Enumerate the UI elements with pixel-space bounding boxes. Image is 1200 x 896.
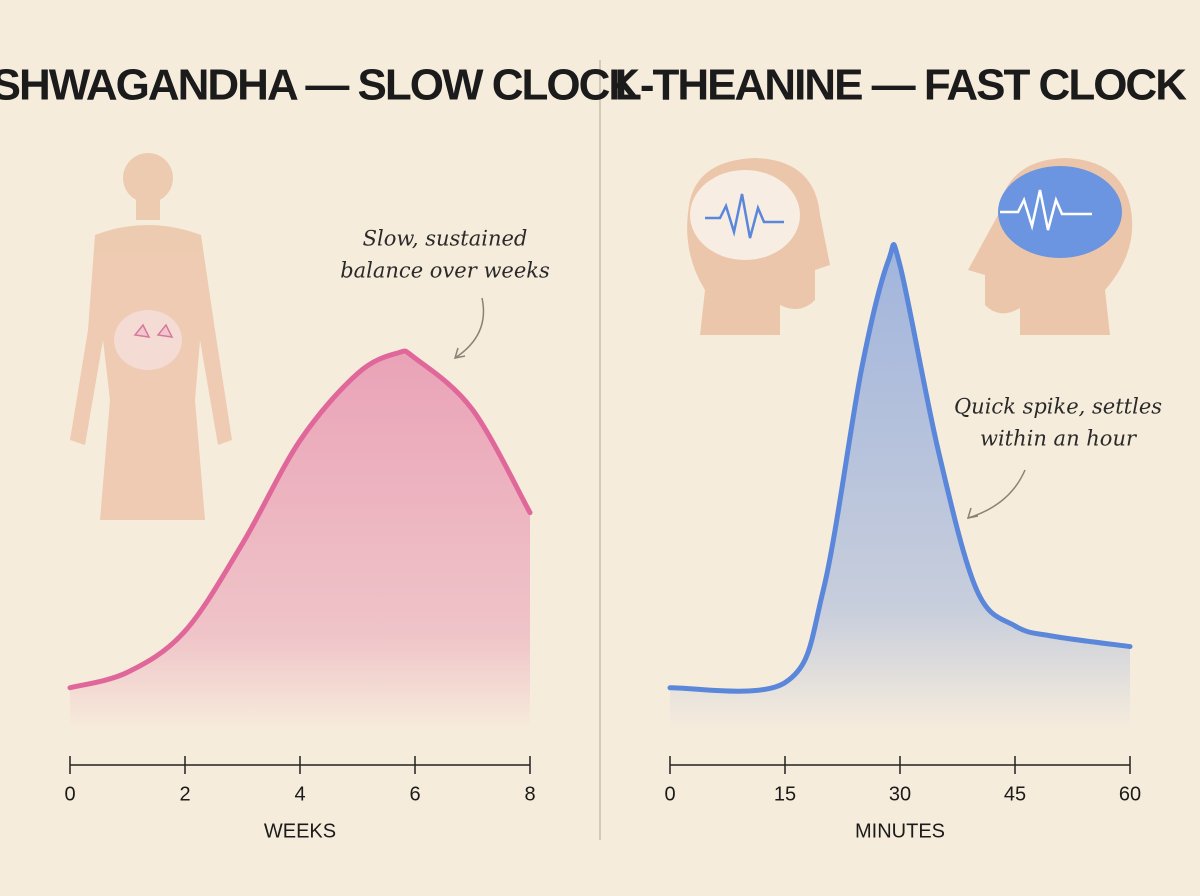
body-illustration <box>70 153 232 520</box>
organ-illustration <box>114 310 182 370</box>
curve <box>667 242 1133 694</box>
x-tick-label: 2 <box>179 783 190 805</box>
x-tick-label: 6 <box>409 783 420 805</box>
x-tick-label: 0 <box>664 783 675 805</box>
annotation: balance over weeks <box>340 259 550 283</box>
area-fill <box>670 244 1130 731</box>
chart-title: L-THEANINE — FAST CLOCK <box>615 61 1187 110</box>
annotation: Quick spike, settles <box>954 395 1162 419</box>
arrow-head <box>966 507 979 519</box>
arrow-head <box>453 347 466 359</box>
x-tick-label: 4 <box>294 783 305 805</box>
x-tick-label: 0 <box>64 783 75 805</box>
annotation-arrow <box>454 297 485 359</box>
curve <box>67 348 533 691</box>
annotation: within an hour <box>980 427 1138 451</box>
head-left <box>687 158 830 335</box>
x-axis-label: WEEKS <box>264 820 336 842</box>
chart-title: ASHWAGANDHA — SLOW CLOCK <box>0 61 640 110</box>
x-tick-label: 30 <box>889 783 911 805</box>
x-tick-label: 8 <box>524 783 535 805</box>
area-fill <box>70 350 530 730</box>
head-right <box>968 158 1133 335</box>
x-tick-label: 15 <box>774 783 796 805</box>
x-tick-label: 60 <box>1119 783 1141 805</box>
x-axis-label: MINUTES <box>855 820 945 842</box>
annotation: Slow, sustained <box>363 227 528 251</box>
annotation-arrow <box>967 469 1026 519</box>
x-tick-label: 45 <box>1004 783 1026 805</box>
